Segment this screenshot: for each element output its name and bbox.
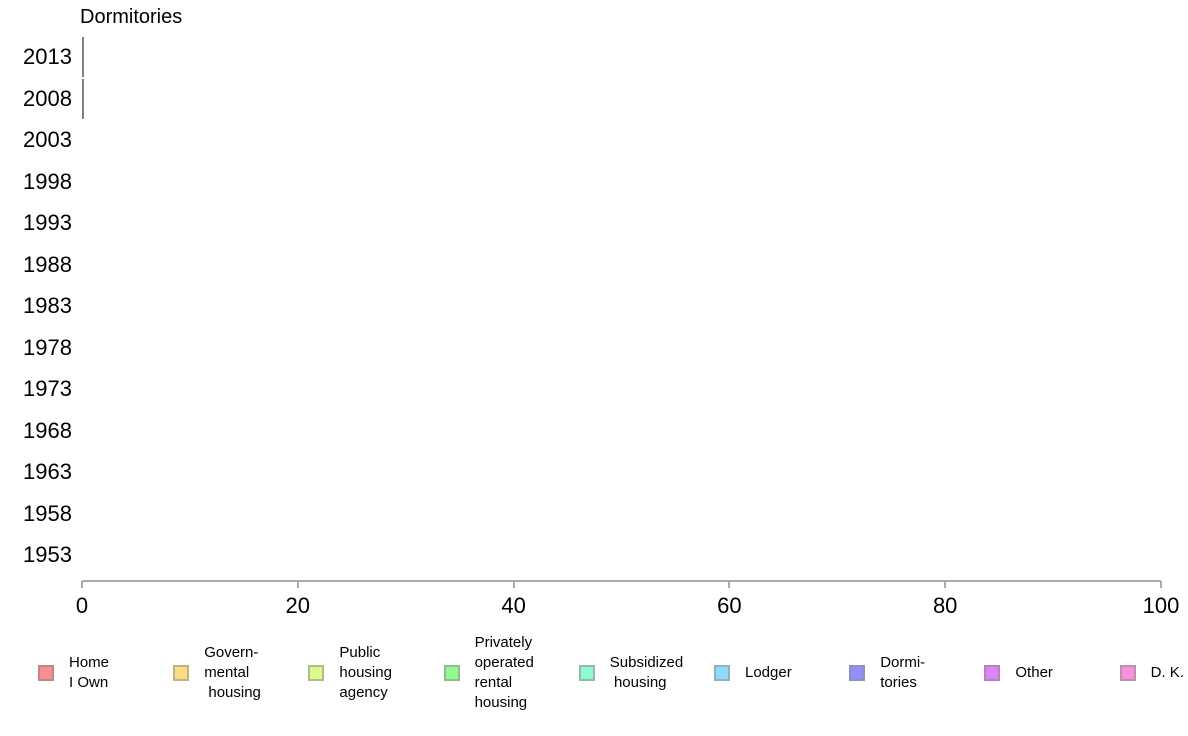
legend-item-govern-mental-housing[interactable]: Govern- mental housing: [173, 643, 261, 703]
x-axis-tick-label-40: 40: [501, 593, 526, 618]
legend-swatch-icon: [173, 665, 190, 681]
legend-label: Public housing agency: [339, 644, 392, 701]
legend-swatch-icon: [849, 665, 866, 681]
y-axis-label-1963: 1963: [23, 459, 72, 484]
x-axis-tick-40: [512, 581, 515, 588]
legend-item-public-housing-agency[interactable]: Public housing agency: [308, 643, 392, 703]
legend-label: Lodger: [745, 664, 792, 681]
legend-label: Home I Own: [69, 654, 110, 691]
x-axis-tick-80: [944, 581, 947, 588]
legend-label: Dormi- tories: [880, 654, 926, 691]
x-axis-tick-label-80: 80: [932, 593, 958, 618]
legend-item-home-i-own[interactable]: Home I Own: [38, 653, 109, 693]
y-axis-label-1983: 1983: [23, 293, 72, 318]
bar-2008[interactable]: [82, 78, 84, 119]
y-axis-label-1973: 1973: [23, 376, 72, 401]
legend-label: Subsidized housing: [609, 654, 684, 691]
legend-item-privately-operated-rental-housing[interactable]: Privately operated rental housing: [443, 633, 534, 713]
legend-swatch-icon: [714, 665, 730, 681]
legend-swatch-icon: [1119, 665, 1136, 681]
x-axis-tick-label-20: 20: [285, 593, 311, 618]
x-axis-tick-20: [296, 581, 299, 588]
legend-label: Govern- mental housing: [204, 644, 261, 701]
y-axis-label-1988: 1988: [23, 251, 72, 277]
x-axis-tick-60: [728, 581, 731, 588]
legend-item-lodger[interactable]: Lodger: [714, 663, 792, 683]
legend-item-other[interactable]: Other: [984, 663, 1053, 683]
legend-swatch-icon: [308, 665, 325, 681]
bar-2013[interactable]: [82, 37, 84, 77]
legend-item-subsidized-housing[interactable]: Subsidized housing: [578, 653, 684, 693]
legend-swatch-icon: [38, 665, 54, 681]
legend-swatch-icon: [578, 665, 595, 681]
x-axis-tick-label-100: 100: [1142, 593, 1180, 618]
legend-swatch-icon: [443, 665, 460, 681]
y-axis-label-1953: 1953: [23, 542, 72, 567]
legend-item-dormi-tories[interactable]: Dormi- tories: [849, 653, 925, 693]
y-axis-label-2013: 2013: [23, 44, 72, 69]
y-axis-label-2003: 2003: [23, 127, 72, 152]
x-axis-line: [82, 580, 1161, 582]
chart-title: Dormitories: [80, 6, 183, 28]
legend-label: Privately operated rental housing: [474, 634, 534, 711]
y-axis-label-1978: 1978: [23, 334, 72, 360]
x-axis-tick-label-0: 0: [75, 593, 89, 618]
legend-swatch-icon: [984, 665, 1001, 681]
y-axis-label-1998: 1998: [23, 168, 72, 194]
legend-item-d-k[interactable]: D. K.: [1119, 663, 1184, 683]
y-axis-label-2008: 2008: [23, 85, 72, 111]
y-axis-label-1968: 1968: [23, 417, 72, 443]
x-axis-tick-100: [1160, 581, 1162, 588]
legend-label: Other: [1015, 664, 1053, 681]
y-axis-label-1993: 1993: [23, 210, 72, 235]
x-axis-tick-0: [81, 581, 83, 588]
legend-label: D. K.: [1150, 664, 1184, 681]
y-axis-label-1958: 1958: [23, 500, 72, 526]
x-axis-tick-label-60: 60: [717, 593, 742, 618]
